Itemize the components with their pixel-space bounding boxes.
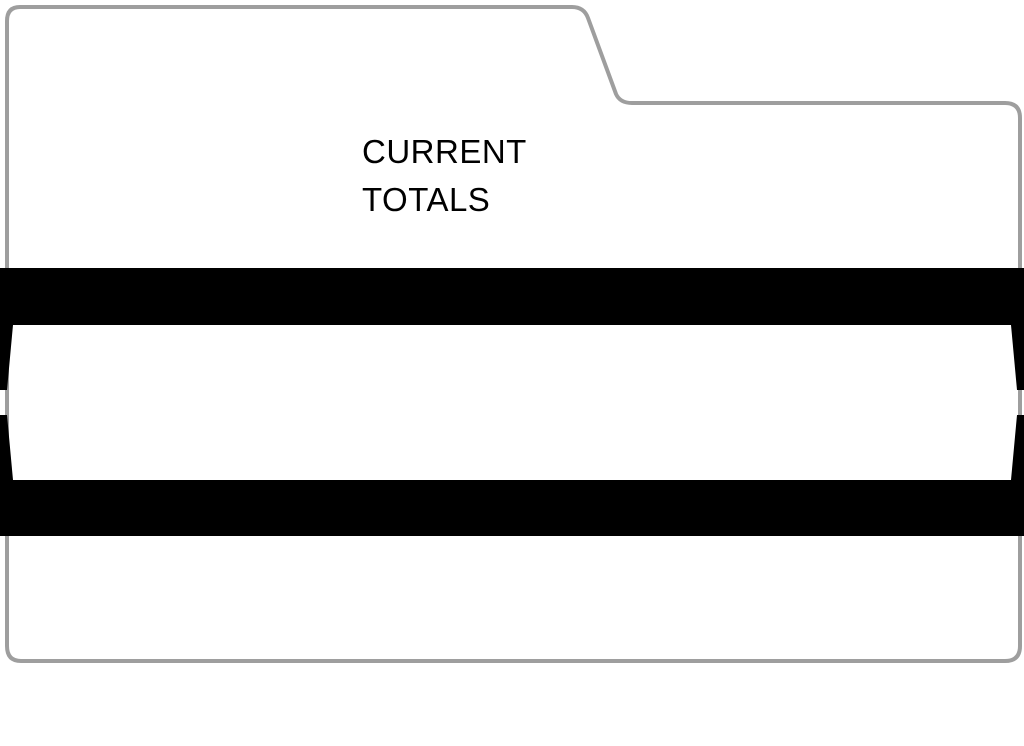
right-notch-top <box>1011 325 1024 390</box>
folder-title-line-2: TOTALS <box>362 181 491 218</box>
folder-title: CURRENT TOTALS <box>362 128 527 224</box>
lower-band <box>0 480 1024 536</box>
folder-outline <box>5 5 1022 663</box>
upper-band <box>0 268 1024 325</box>
left-notch-bottom <box>0 415 13 480</box>
right-notch-bottom <box>1011 415 1024 480</box>
left-notch-top <box>0 325 13 390</box>
folder-title-line-1: CURRENT <box>362 133 527 170</box>
